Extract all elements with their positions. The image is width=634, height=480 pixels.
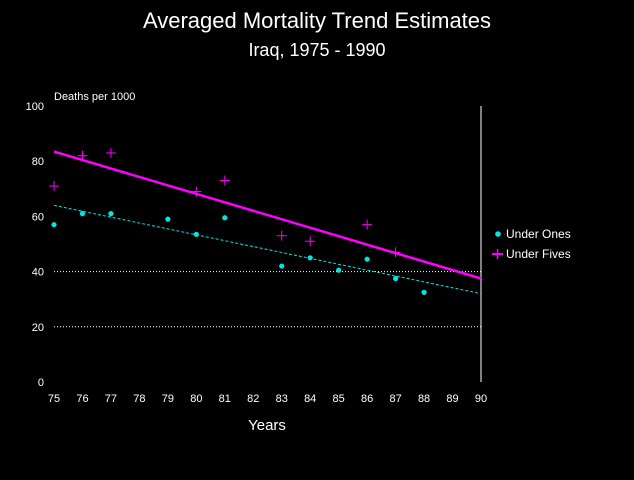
data-points [49, 147, 427, 295]
x-axis-label: Years [248, 417, 286, 434]
x-tick-label: 87 [389, 393, 401, 405]
x-tick-label: 80 [190, 393, 202, 405]
x-tick-label: 84 [304, 393, 316, 405]
y-tick-label: 20 [32, 322, 44, 334]
data-point-under-fives [191, 186, 202, 197]
data-point-under-fives [305, 236, 316, 247]
x-tick-label: 82 [247, 393, 259, 405]
legend: Under Ones Under Fives [492, 227, 571, 261]
data-point-under-ones [193, 231, 199, 237]
y-tick-label: 100 [26, 101, 44, 113]
x-tick-label: 90 [475, 393, 487, 405]
data-point-under-fives [276, 230, 287, 241]
data-point-under-ones [165, 216, 171, 222]
x-tick-label: 81 [219, 393, 231, 405]
legend-item-under-ones: Under Ones [495, 227, 571, 241]
chart-subtitle: Iraq, 1975 - 1990 [248, 40, 385, 60]
y-tick-label: 80 [32, 156, 44, 168]
gridlines [54, 271, 481, 328]
x-tick-label: 77 [105, 393, 117, 405]
trend-line-under-fives [53, 150, 482, 280]
x-tick-label: 88 [418, 393, 430, 405]
legend-item-under-fives: Under Fives [492, 247, 571, 261]
data-point-under-fives [219, 175, 230, 186]
data-point-under-ones [108, 211, 114, 217]
y-tick-label: 0 [38, 377, 44, 389]
x-tick-label: 89 [446, 393, 458, 405]
legend-label-under-fives: Under Fives [506, 247, 571, 261]
x-tick-label: 83 [276, 393, 288, 405]
data-point-under-fives [362, 219, 373, 230]
data-point-under-fives [77, 150, 88, 161]
legend-marker-under-ones [495, 231, 501, 237]
data-point-under-ones [393, 275, 399, 282]
data-point-under-ones [279, 263, 285, 269]
data-point-under-ones [307, 255, 313, 261]
y-tick-label: 40 [32, 267, 44, 279]
trend-line-under-ones [53, 204, 482, 295]
x-tick-label: 85 [333, 393, 345, 405]
x-tick-label: 76 [76, 393, 88, 405]
x-tick-label: 75 [48, 393, 60, 405]
legend-label-under-ones: Under Ones [506, 227, 571, 241]
data-point-under-ones [79, 211, 86, 217]
y-axis-units-label: Deaths per 1000 [54, 91, 135, 103]
trend-lines [53, 150, 482, 295]
data-point-under-ones [51, 222, 57, 228]
x-tick-label: 86 [361, 393, 373, 405]
chart-title: Averaged Mortality Trend Estimates [143, 8, 491, 33]
data-point-under-fives [49, 181, 59, 192]
data-point-under-ones [421, 289, 427, 295]
y-tick-labels: 0 20 40 60 80 100 [26, 101, 44, 389]
x-tick-labels: 75 76 77 78 79 80 81 82 83 84 85 86 87 88 89 90 [48, 393, 487, 405]
data-point-under-ones [222, 215, 228, 221]
y-tick-label: 60 [32, 211, 44, 223]
data-point-under-ones [336, 267, 342, 273]
x-tick-label: 79 [162, 393, 174, 405]
data-point-under-fives [105, 147, 116, 158]
data-point-under-ones [364, 256, 370, 262]
data-point-under-fives [390, 247, 401, 258]
x-tick-label: 78 [133, 393, 145, 405]
